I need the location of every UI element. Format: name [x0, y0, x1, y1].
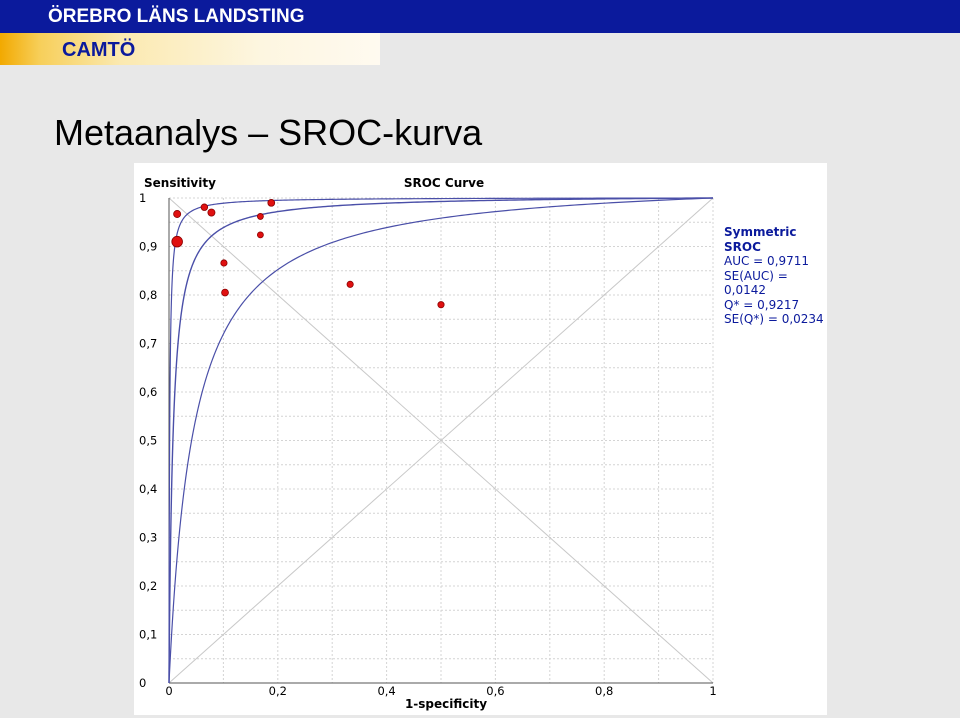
x-tick-label: 0 [165, 684, 172, 698]
y-tick-label: 0,9 [139, 240, 157, 254]
study-point [346, 280, 354, 288]
sroc-ci-lower [168, 197, 714, 684]
stats-se-auc: SE(AUC) = 0,0142 [724, 268, 788, 298]
unit-name: CAMTÖ [62, 39, 136, 61]
y-axis-label: Sensitivity [144, 176, 216, 190]
study-point [221, 288, 229, 297]
study-point [200, 203, 209, 211]
x-tick-label: 0,6 [486, 684, 504, 698]
symmetry-diagonal [168, 197, 714, 684]
slide-title: Metaanalys – SROC-kurva [54, 112, 483, 153]
unit-bar: CAMTÖ [0, 33, 380, 65]
sroc-curve [168, 197, 714, 683]
x-tick-label: 0,8 [595, 684, 613, 698]
header-bar: ÖREBRO LÄNS LANDSTING [0, 0, 960, 33]
y-tick-label: 0,3 [139, 531, 157, 545]
study-point [437, 301, 445, 309]
chart-title: SROC Curve [404, 176, 484, 190]
stats-q-star: Q* = 0,9217 [724, 297, 800, 312]
y-tick-label: 0,8 [139, 288, 157, 302]
stats-se-q-star: SE(Q*) = 0,0234 [724, 312, 824, 326]
y-tick-label: 0,7 [139, 337, 157, 351]
sroc-ci-upper [168, 197, 714, 683]
y-tick-label: 0,2 [139, 579, 157, 593]
study-point [173, 210, 182, 218]
y-tick-label: 0,4 [139, 482, 157, 496]
study-point [267, 199, 276, 207]
y-tick-label: 0,1 [139, 628, 157, 642]
chart-stats: Symmetric SROC AUC = 0,9711 SE(AUC) = 0,… [724, 225, 827, 327]
stats-title: Symmetric SROC [724, 225, 797, 254]
y-tick-label: 0,6 [139, 385, 157, 399]
organization-name: ÖREBRO LÄNS LANDSTING [48, 6, 305, 27]
sroc-chart: 0 0,2 0,4 0,6 0,8 1 0 0,1 0,2 0,3 0,4 0,5 0,6 0,7 0,8 0… [139, 176, 717, 711]
study-point [220, 259, 228, 267]
study-point [256, 231, 264, 239]
study-point [207, 208, 216, 217]
stats-auc: AUC = 0,9711 [724, 254, 810, 268]
y-tick-label: 0,5 [139, 434, 157, 448]
study-point [171, 235, 183, 248]
y-tick-label: 0 [139, 676, 146, 690]
x-tick-label: 1 [709, 684, 716, 698]
x-tick-label: 0,4 [377, 684, 395, 698]
sroc-chart-panel: 0 0,2 0,4 0,6 0,8 1 0 0,1 0,2 0,3 0,4 0,5 0,6 0,7 0,8 0… [134, 163, 827, 715]
y-tick-label: 1 [139, 191, 146, 205]
study-point [256, 213, 264, 220]
x-tick-label: 0,2 [269, 684, 287, 698]
x-axis-label: 1-specificity [405, 697, 487, 711]
